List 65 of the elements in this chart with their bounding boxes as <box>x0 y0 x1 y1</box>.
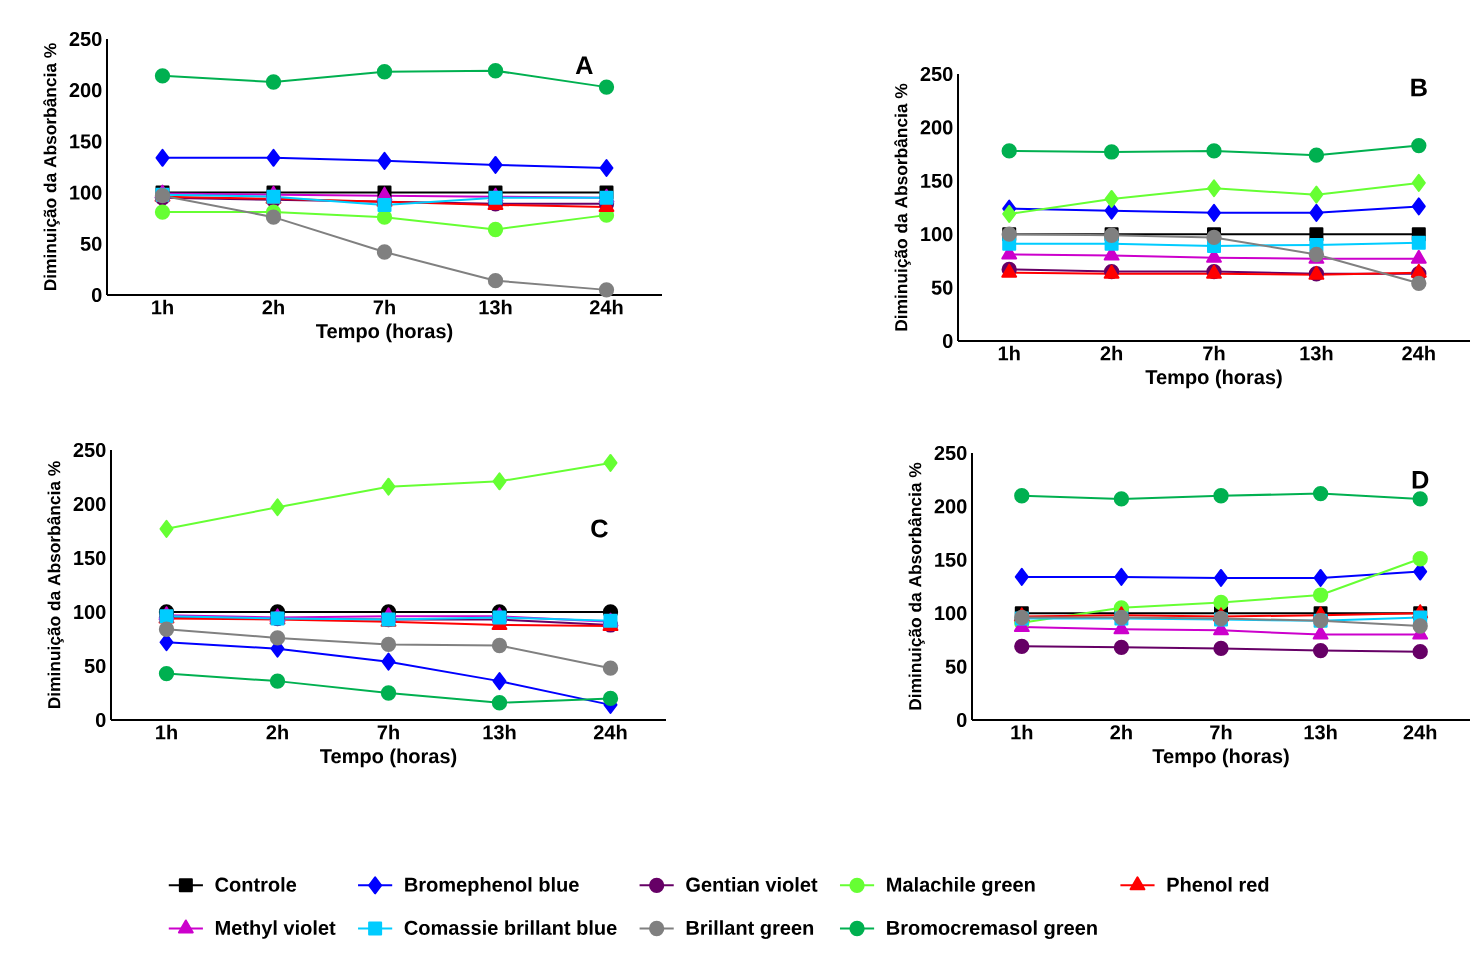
x-tick-label: 1h <box>156 724 177 740</box>
y-tick-label: 150 <box>935 552 967 567</box>
x-tick-label: 24h <box>589 299 623 315</box>
y-tick-label: 0 <box>956 712 967 728</box>
x-axis-title: Tempo (horas) <box>316 323 453 343</box>
legend-label: Comassie brillant blue <box>404 920 617 935</box>
annotation: C <box>591 519 608 538</box>
y-tick-label: 50 <box>84 658 106 674</box>
y-tick-label: 0 <box>942 333 953 349</box>
y-tick-label: 250 <box>69 31 102 47</box>
y-tick-label: 250 <box>920 66 953 82</box>
x-tick-label: 2h <box>1100 345 1123 361</box>
x-tick-label: 13h <box>483 724 516 740</box>
legend-label: Controle <box>215 877 297 892</box>
y-tick-label: 100 <box>935 606 967 621</box>
legend-label: Brillant green <box>686 920 814 939</box>
x-tick-label: 2h <box>262 299 284 315</box>
x-tick-label: 7h <box>373 299 395 315</box>
x-tick-label: 7h <box>1210 724 1232 740</box>
legend-label: Gentian violet <box>686 877 818 892</box>
y-axis-title: Diminuição da Absorbância % <box>908 462 925 710</box>
y-tick-label: 150 <box>74 550 106 566</box>
legend-label: Bromephenol blue <box>405 877 579 896</box>
x-tick-label: 2h <box>266 724 288 740</box>
x-axis-title: Tempo (horas) <box>1145 369 1282 389</box>
y-tick-label: 100 <box>74 604 106 620</box>
y-tick-label: 200 <box>934 499 967 514</box>
x-tick-label: 13h <box>479 299 512 315</box>
annotation: A <box>575 56 593 74</box>
y-tick-label: 50 <box>80 236 102 251</box>
legend-label: Bromocremasol green <box>887 920 1097 939</box>
x-tick-label: 24h <box>1403 724 1437 740</box>
x-tick-label: 1h <box>998 345 1020 361</box>
annotation: B <box>1411 78 1427 97</box>
y-tick-label: 250 <box>934 445 967 461</box>
y-tick-label: 150 <box>70 134 102 149</box>
x-tick-label: 1h <box>1011 724 1033 740</box>
y-tick-label: 50 <box>945 659 967 674</box>
x-tick-label: 24h <box>1402 345 1435 361</box>
x-tick-label: 7h <box>377 724 399 740</box>
y-tick-label: 100 <box>70 185 102 200</box>
legend-label: Malachile green <box>887 877 1035 896</box>
y-tick-label: 200 <box>69 83 102 98</box>
x-tick-label: 1h <box>152 299 173 315</box>
x-axis-title: Tempo (horas) <box>320 748 457 768</box>
y-axis-title: Diminuição da Absorbância % <box>894 83 911 331</box>
x-tick-label: 7h <box>1203 345 1225 361</box>
x-tick-label: 13h <box>1300 345 1333 361</box>
y-tick-label: 200 <box>920 120 953 135</box>
y-tick-label: 50 <box>931 280 953 295</box>
x-tick-label: 13h <box>1304 724 1337 740</box>
y-tick-label: 0 <box>91 287 102 303</box>
y-tick-label: 0 <box>95 712 106 728</box>
y-tick-label: 100 <box>921 227 953 242</box>
x-axis-title: Tempo (horas) <box>1152 748 1289 768</box>
y-axis-title: Diminuição da Absorbância % <box>47 461 64 709</box>
annotation: D <box>1412 471 1429 489</box>
legend-label: Phenol red <box>1167 877 1269 892</box>
x-tick-label: 24h <box>593 724 627 740</box>
y-tick-label: 200 <box>73 496 106 512</box>
legend-label: Methyl violet <box>215 920 336 939</box>
y-axis-title: Diminuição da Absorbância % <box>43 43 60 291</box>
y-tick-label: 250 <box>73 442 106 458</box>
y-tick-label: 150 <box>921 173 953 188</box>
x-tick-label: 2h <box>1110 724 1132 740</box>
